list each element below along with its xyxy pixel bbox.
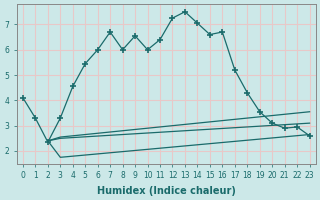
X-axis label: Humidex (Indice chaleur): Humidex (Indice chaleur) [97,186,236,196]
